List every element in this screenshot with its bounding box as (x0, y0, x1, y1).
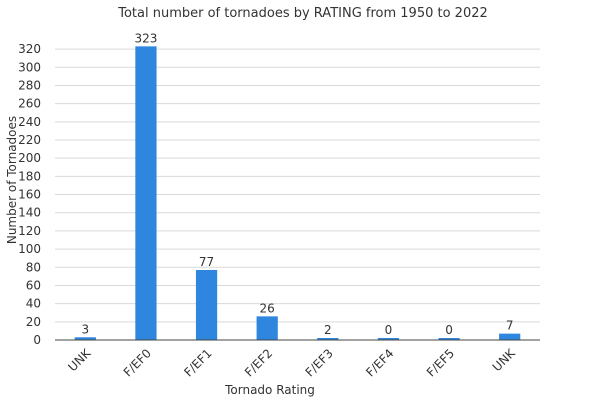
x-tick-label: F/EF1 (181, 346, 214, 379)
x-tick-label: UNK (65, 345, 94, 374)
data-label: 0 (445, 323, 453, 337)
x-tick-label: UNK (490, 345, 519, 374)
bar (317, 338, 339, 340)
grid-lines (55, 48, 540, 323)
y-tick-label: 300 (18, 60, 41, 74)
bar (499, 333, 521, 340)
data-label: 3 (81, 322, 89, 336)
y-tick-label: 320 (18, 42, 41, 56)
x-tick-label: F/EF5 (424, 346, 457, 379)
y-tick-label: 20 (26, 315, 41, 329)
y-tick-label: 240 (18, 115, 41, 129)
bar (74, 337, 96, 340)
data-label: 0 (385, 323, 393, 337)
bars (74, 46, 521, 340)
y-tick-label: 220 (18, 133, 41, 147)
y-tick-label: 200 (18, 151, 41, 165)
y-tick-label: 0 (33, 333, 41, 347)
y-tick-label: 60 (26, 278, 41, 292)
x-tick-label: F/EF3 (303, 346, 336, 379)
y-tick-label: 100 (18, 242, 41, 256)
y-tick-label: 180 (18, 169, 41, 183)
y-tick-label: 280 (18, 78, 41, 92)
data-label: 77 (199, 255, 214, 269)
y-tick-label: 160 (18, 188, 41, 202)
y-tick-label: 140 (18, 206, 41, 220)
bar (377, 338, 400, 340)
y-tick-label: 40 (26, 297, 41, 311)
y-axis-label: Number of Tornadoes (5, 116, 19, 244)
x-axis-label: Tornado Rating (224, 383, 315, 397)
chart-title: Total number of tornadoes by RATING from… (117, 6, 488, 21)
data-labels: 3 323 77 26 2 0 0 7 (81, 31, 513, 337)
bar (135, 46, 157, 340)
x-tick-label: F/EF2 (242, 346, 275, 379)
x-tick-label: F/EF4 (363, 346, 396, 379)
data-label: 2 (324, 323, 332, 337)
data-label: 26 (260, 301, 275, 315)
y-tick-labels: 0 20 40 60 80 100 120 140 160 180 200 220 240 260 280 3… (18, 42, 41, 347)
y-tick-label: 260 (18, 97, 41, 111)
data-label: 7 (506, 319, 514, 333)
bar (195, 270, 218, 340)
data-label: 323 (134, 31, 157, 45)
y-tick-label: 80 (26, 260, 41, 274)
bar (438, 338, 460, 340)
bar (256, 316, 278, 340)
y-tick-label: 120 (18, 224, 41, 238)
x-tick-labels: UNK F/EF0 F/EF1 F/EF2 F/EF3 F/EF4 F/EF5 UNK (65, 345, 518, 379)
x-tick-label: F/EF0 (121, 346, 154, 379)
